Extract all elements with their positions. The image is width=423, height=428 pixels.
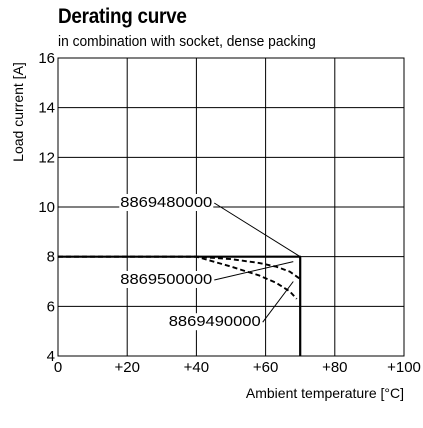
annotation-label-bg [119, 194, 214, 211]
annotation-leader [262, 281, 294, 323]
grid-lines [57, 57, 405, 357]
annotation-leaders [214, 202, 301, 323]
y-axis-label: Load current [A] [10, 62, 26, 162]
annotation-leader [214, 261, 294, 281]
annotation-label: 8869480000 [120, 194, 212, 211]
y-tick-label: 4 [47, 348, 55, 365]
annotation-label-bg [119, 270, 214, 288]
chart-subtitle: in combination with socket, dense packin… [58, 33, 316, 50]
series-line-8869490000 [58, 255, 298, 300]
x-tick-label: +100 [387, 359, 421, 376]
y-tick-label: 16 [38, 50, 55, 67]
x-tick-label: +60 [253, 359, 278, 376]
chart-title: Derating curve [58, 5, 187, 28]
tick-labels: 0 +20 +40 +60 +80 +100 4 6 8 10 12 14 16 [38, 50, 421, 376]
x-tick-label: 0 [54, 359, 62, 376]
x-axis-label: Ambient temperature [°C] [246, 385, 404, 401]
annotation-leader [214, 202, 301, 258]
annotation-labels: 8869480000 8869500000 8869490000 [119, 194, 262, 331]
annotation-label-bg [167, 313, 262, 331]
y-tick-label: 8 [47, 249, 55, 266]
y-tick-label: 12 [38, 149, 55, 166]
x-tick-label: +40 [184, 359, 209, 376]
series-lines [58, 255, 302, 356]
annotation-label: 8869490000 [169, 313, 261, 330]
y-tick-label: 6 [47, 298, 55, 315]
annotation-label: 8869500000 [120, 271, 212, 288]
x-tick-label: +20 [114, 359, 139, 376]
y-tick-label: 10 [38, 199, 55, 216]
y-tick-label: 14 [38, 100, 55, 117]
x-tick-label: +80 [322, 359, 347, 376]
